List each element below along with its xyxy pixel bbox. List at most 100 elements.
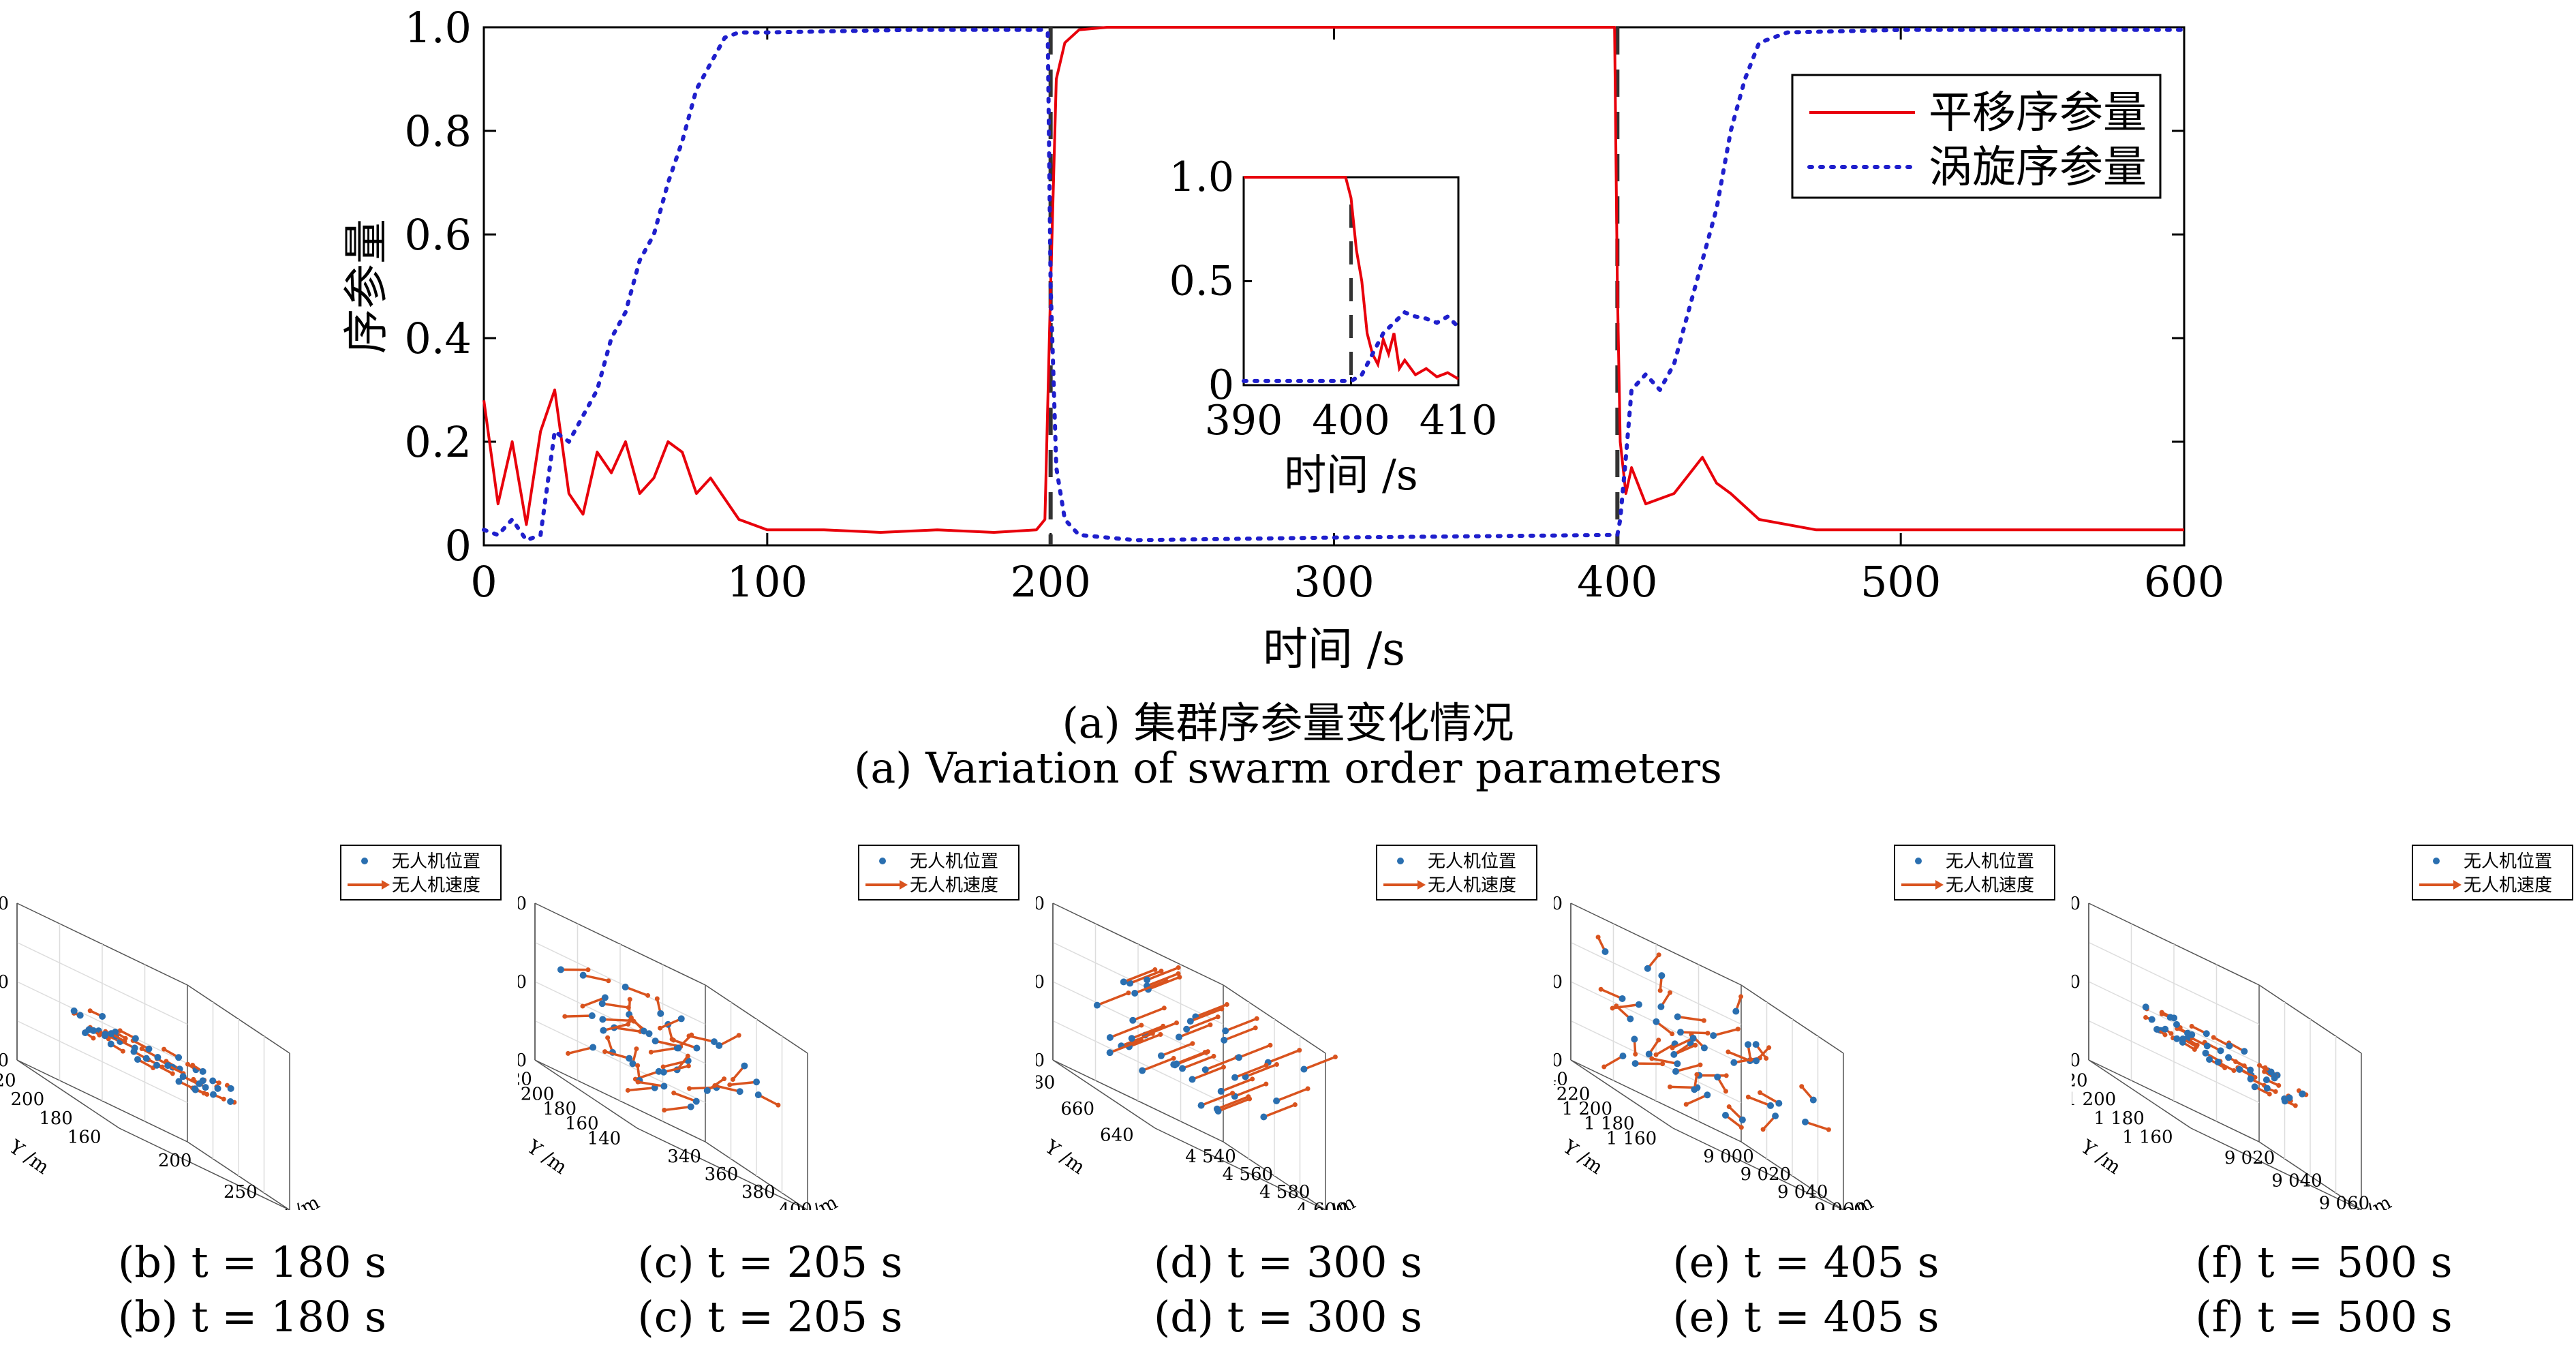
- drone-arrow-head: [1656, 952, 1661, 958]
- drone-arrow-head: [658, 1025, 663, 1031]
- legend-position-label: 无人机位置: [1946, 851, 2034, 872]
- drone-position-dot: [191, 1086, 199, 1093]
- inset-y-tick-label: 0: [1208, 361, 1234, 409]
- drone-velocity-arrow: [1635, 1062, 1663, 1065]
- drone-velocity-arrow: [1672, 1037, 1694, 1049]
- drone-position-dot: [2263, 1085, 2271, 1092]
- drone-arrow-head: [2263, 1065, 2268, 1070]
- drone-arrow-head: [736, 1033, 741, 1038]
- y-axis-line: [2088, 1059, 2192, 1129]
- drone-velocity-arrow: [714, 1084, 741, 1093]
- drone-velocity-arrow: [628, 1086, 655, 1092]
- drone-velocity-arrow: [1141, 1057, 1174, 1072]
- drone-position-dot: [196, 1080, 203, 1087]
- drone-velocity-arrow: [659, 1017, 682, 1029]
- drone-position-dot: [703, 1087, 711, 1094]
- drone-arrow-head: [2241, 1063, 2247, 1068]
- drone-position-dot: [175, 1054, 183, 1061]
- drone-arrow-head: [712, 1083, 718, 1089]
- drone-position-dot: [2217, 1047, 2224, 1055]
- x-tick-label: 400: [778, 1200, 812, 1210]
- caption-f-1: (f) t = 500 s: [2195, 1237, 2453, 1287]
- drone-position-dot: [2179, 1035, 2187, 1042]
- drone-arrow-head: [1230, 1091, 1236, 1096]
- drone-arrow-head: [1221, 1064, 1227, 1070]
- drone-position-dot: [2206, 1056, 2213, 1063]
- drone-position-dot: [1183, 1025, 1191, 1033]
- drone-position-dot: [1631, 1035, 1638, 1043]
- x-axis-line: [2190, 1127, 2362, 1210]
- drone-markers: [1093, 965, 1338, 1121]
- drone-arrow-head: [635, 1079, 641, 1085]
- drone-velocity-arrow: [1148, 975, 1180, 991]
- drone-arrow-head: [689, 1032, 694, 1038]
- drone-arrow-head: [1253, 1025, 1258, 1031]
- z-tick-label: 30: [0, 972, 9, 993]
- drone-arrow-head: [730, 1077, 735, 1083]
- drone-position-dot: [2142, 1003, 2149, 1011]
- drone-velocity-arrow: [613, 1026, 641, 1033]
- drone-position-dot: [2226, 1042, 2233, 1050]
- legend-position-dot: [1397, 858, 1404, 864]
- drone-position-dot: [693, 1044, 701, 1052]
- drone-position-dot: [1802, 1118, 1809, 1125]
- grid-line: [534, 941, 706, 1025]
- drone-position-dot: [1235, 1054, 1242, 1061]
- panel-legend-box: [858, 845, 1019, 900]
- drone-position-dot: [1745, 1041, 1752, 1048]
- drone-velocity-arrow: [673, 1091, 697, 1103]
- z-tick-label: 0: [1036, 1050, 1045, 1071]
- y-axis-line: [16, 1059, 120, 1129]
- drone-position-dot: [1619, 1053, 1627, 1060]
- drone-position-dot: [99, 1012, 106, 1020]
- z-tick-label: 40: [1554, 894, 1563, 914]
- drone-velocity-arrow: [1221, 1078, 1253, 1093]
- drone-velocity-arrow: [1217, 1098, 1251, 1113]
- drone-arrow-head: [686, 1063, 691, 1069]
- y-axis-label: Y /m: [5, 1135, 54, 1179]
- drone-position-dot: [1128, 1035, 1135, 1042]
- y-tick-label: 180: [542, 1099, 577, 1119]
- x-tick-label: 340: [667, 1147, 701, 1167]
- drone-arrow-head: [1660, 1061, 1666, 1067]
- drone-arrow-head: [1247, 1096, 1253, 1102]
- y-tick-label: 0.8: [404, 106, 472, 156]
- inset-series-line-0: [1244, 176, 1460, 380]
- drone-arrow-head: [2231, 1068, 2237, 1074]
- z-tick-label: 40: [0, 894, 9, 914]
- y-axis-line: [1570, 1059, 1674, 1129]
- y-tick-label: 1 200: [1562, 1099, 1612, 1119]
- drone-arrow-head: [566, 1050, 571, 1056]
- drone-velocity-arrow: [625, 986, 649, 997]
- drone-arrow-head: [634, 1046, 639, 1052]
- drone-arrow-head: [117, 1028, 123, 1033]
- drone-arrow-head: [626, 1021, 631, 1027]
- z-tick-label: 20: [1554, 972, 1563, 993]
- legend-velocity-label: 无人机速度: [1428, 875, 1516, 896]
- drone-arrow-head: [1668, 990, 1673, 995]
- drone-position-dot: [588, 1012, 596, 1020]
- x-tick-label: 9 040: [2271, 1170, 2322, 1191]
- drone-position-dot: [90, 1027, 97, 1034]
- inset-y-tick-label: 1.0: [1169, 153, 1234, 201]
- drone-velocity-arrow: [1675, 1063, 1701, 1073]
- drone-arrow-head: [1150, 1031, 1155, 1036]
- drone-position-dot: [736, 1088, 743, 1095]
- drone-velocity-arrow: [688, 1035, 715, 1043]
- drone-arrow-head: [120, 1048, 125, 1054]
- drone-arrow-head: [1224, 1002, 1229, 1008]
- x-tick-label: 100: [727, 557, 808, 607]
- y-tick-label: 180: [39, 1108, 73, 1129]
- legend-position-label: 无人机位置: [2464, 851, 2552, 872]
- drone-position-dot: [1189, 1076, 1196, 1083]
- drone-velocity-arrow: [1223, 1027, 1256, 1042]
- drone-position-dot: [1144, 976, 1151, 984]
- drone-position-dot: [2153, 1025, 2160, 1033]
- drone-position-dot: [1173, 1060, 1180, 1068]
- z-tick-label: 40: [2072, 894, 2081, 914]
- inset-x-axis-label: 时间 /s: [1284, 450, 1417, 500]
- drone-arrow-head: [1826, 1127, 1831, 1132]
- drone-position-dot: [1217, 1087, 1225, 1095]
